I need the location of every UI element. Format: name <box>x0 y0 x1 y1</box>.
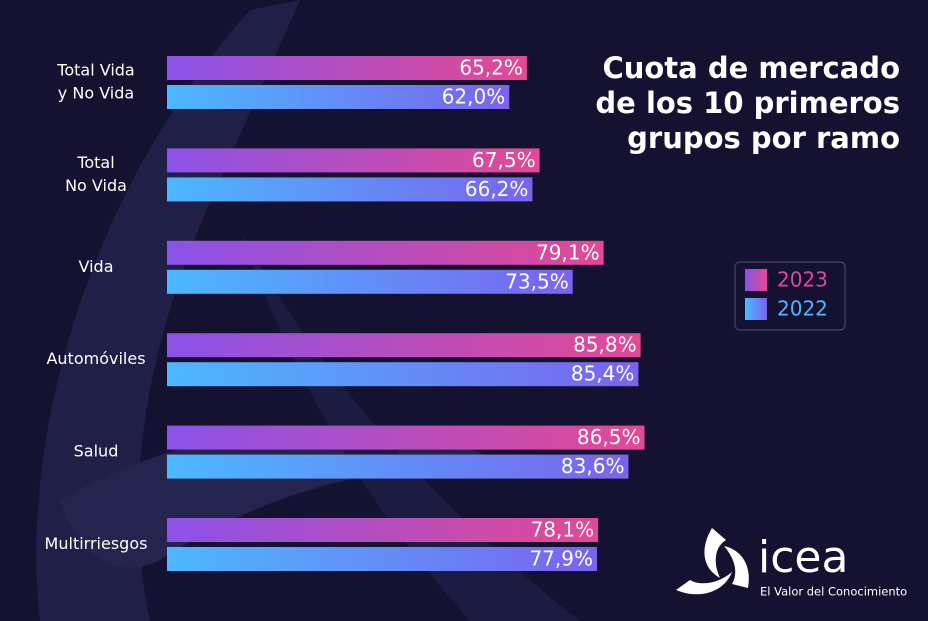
bar <box>167 425 645 450</box>
bar <box>167 454 629 479</box>
bar <box>167 333 641 358</box>
chart-title: de los 10 primeros <box>595 86 900 120</box>
category-label: Automóviles <box>46 349 145 368</box>
bar <box>167 85 510 109</box>
background-shape <box>36 0 300 621</box>
value-label: 73,5% <box>505 269 569 293</box>
legend-label: 2022 <box>777 297 828 321</box>
logo: icea El Valor del Conocimiento <box>676 528 907 599</box>
category-label: Multirriesgos <box>45 534 148 553</box>
bar <box>167 547 598 571</box>
value-label: 66,2% <box>465 177 529 201</box>
chart-title: Cuota de mercado <box>602 51 900 85</box>
legend-label: 2023 <box>777 268 828 292</box>
bar <box>167 362 639 387</box>
category-label: Total <box>76 153 114 172</box>
value-label: 65,2% <box>459 56 523 80</box>
logo-tagline: El Valor del Conocimiento <box>760 585 907 599</box>
value-label: 78,1% <box>531 518 595 542</box>
value-label: 67,5% <box>472 148 536 172</box>
value-label: 79,1% <box>536 240 600 264</box>
legend-swatch <box>745 269 767 291</box>
bar <box>167 518 599 542</box>
bar <box>167 177 533 202</box>
logo-icon <box>724 546 749 588</box>
category-label: Total Vida <box>56 61 134 80</box>
value-label: 83,6% <box>561 454 625 478</box>
value-label: 85,8% <box>573 333 637 357</box>
bar <box>167 240 604 265</box>
category-label: Salud <box>74 442 119 461</box>
value-label: 77,9% <box>529 547 593 571</box>
chart-title: grupos por ramo <box>627 121 900 155</box>
logo-icon <box>704 528 726 578</box>
bar <box>167 148 540 173</box>
category-label: y No Vida <box>58 84 134 103</box>
legend-swatch <box>745 298 767 320</box>
bar <box>167 56 527 80</box>
logo-name: icea <box>758 532 848 583</box>
value-label: 85,4% <box>571 362 635 386</box>
category-label: Vida <box>79 257 114 276</box>
logo-icon <box>676 572 732 595</box>
value-label: 86,5% <box>577 425 641 449</box>
bar <box>167 269 573 294</box>
background-shape <box>240 230 580 621</box>
value-label: 62,0% <box>442 85 506 109</box>
category-label: No Vida <box>65 176 127 195</box>
